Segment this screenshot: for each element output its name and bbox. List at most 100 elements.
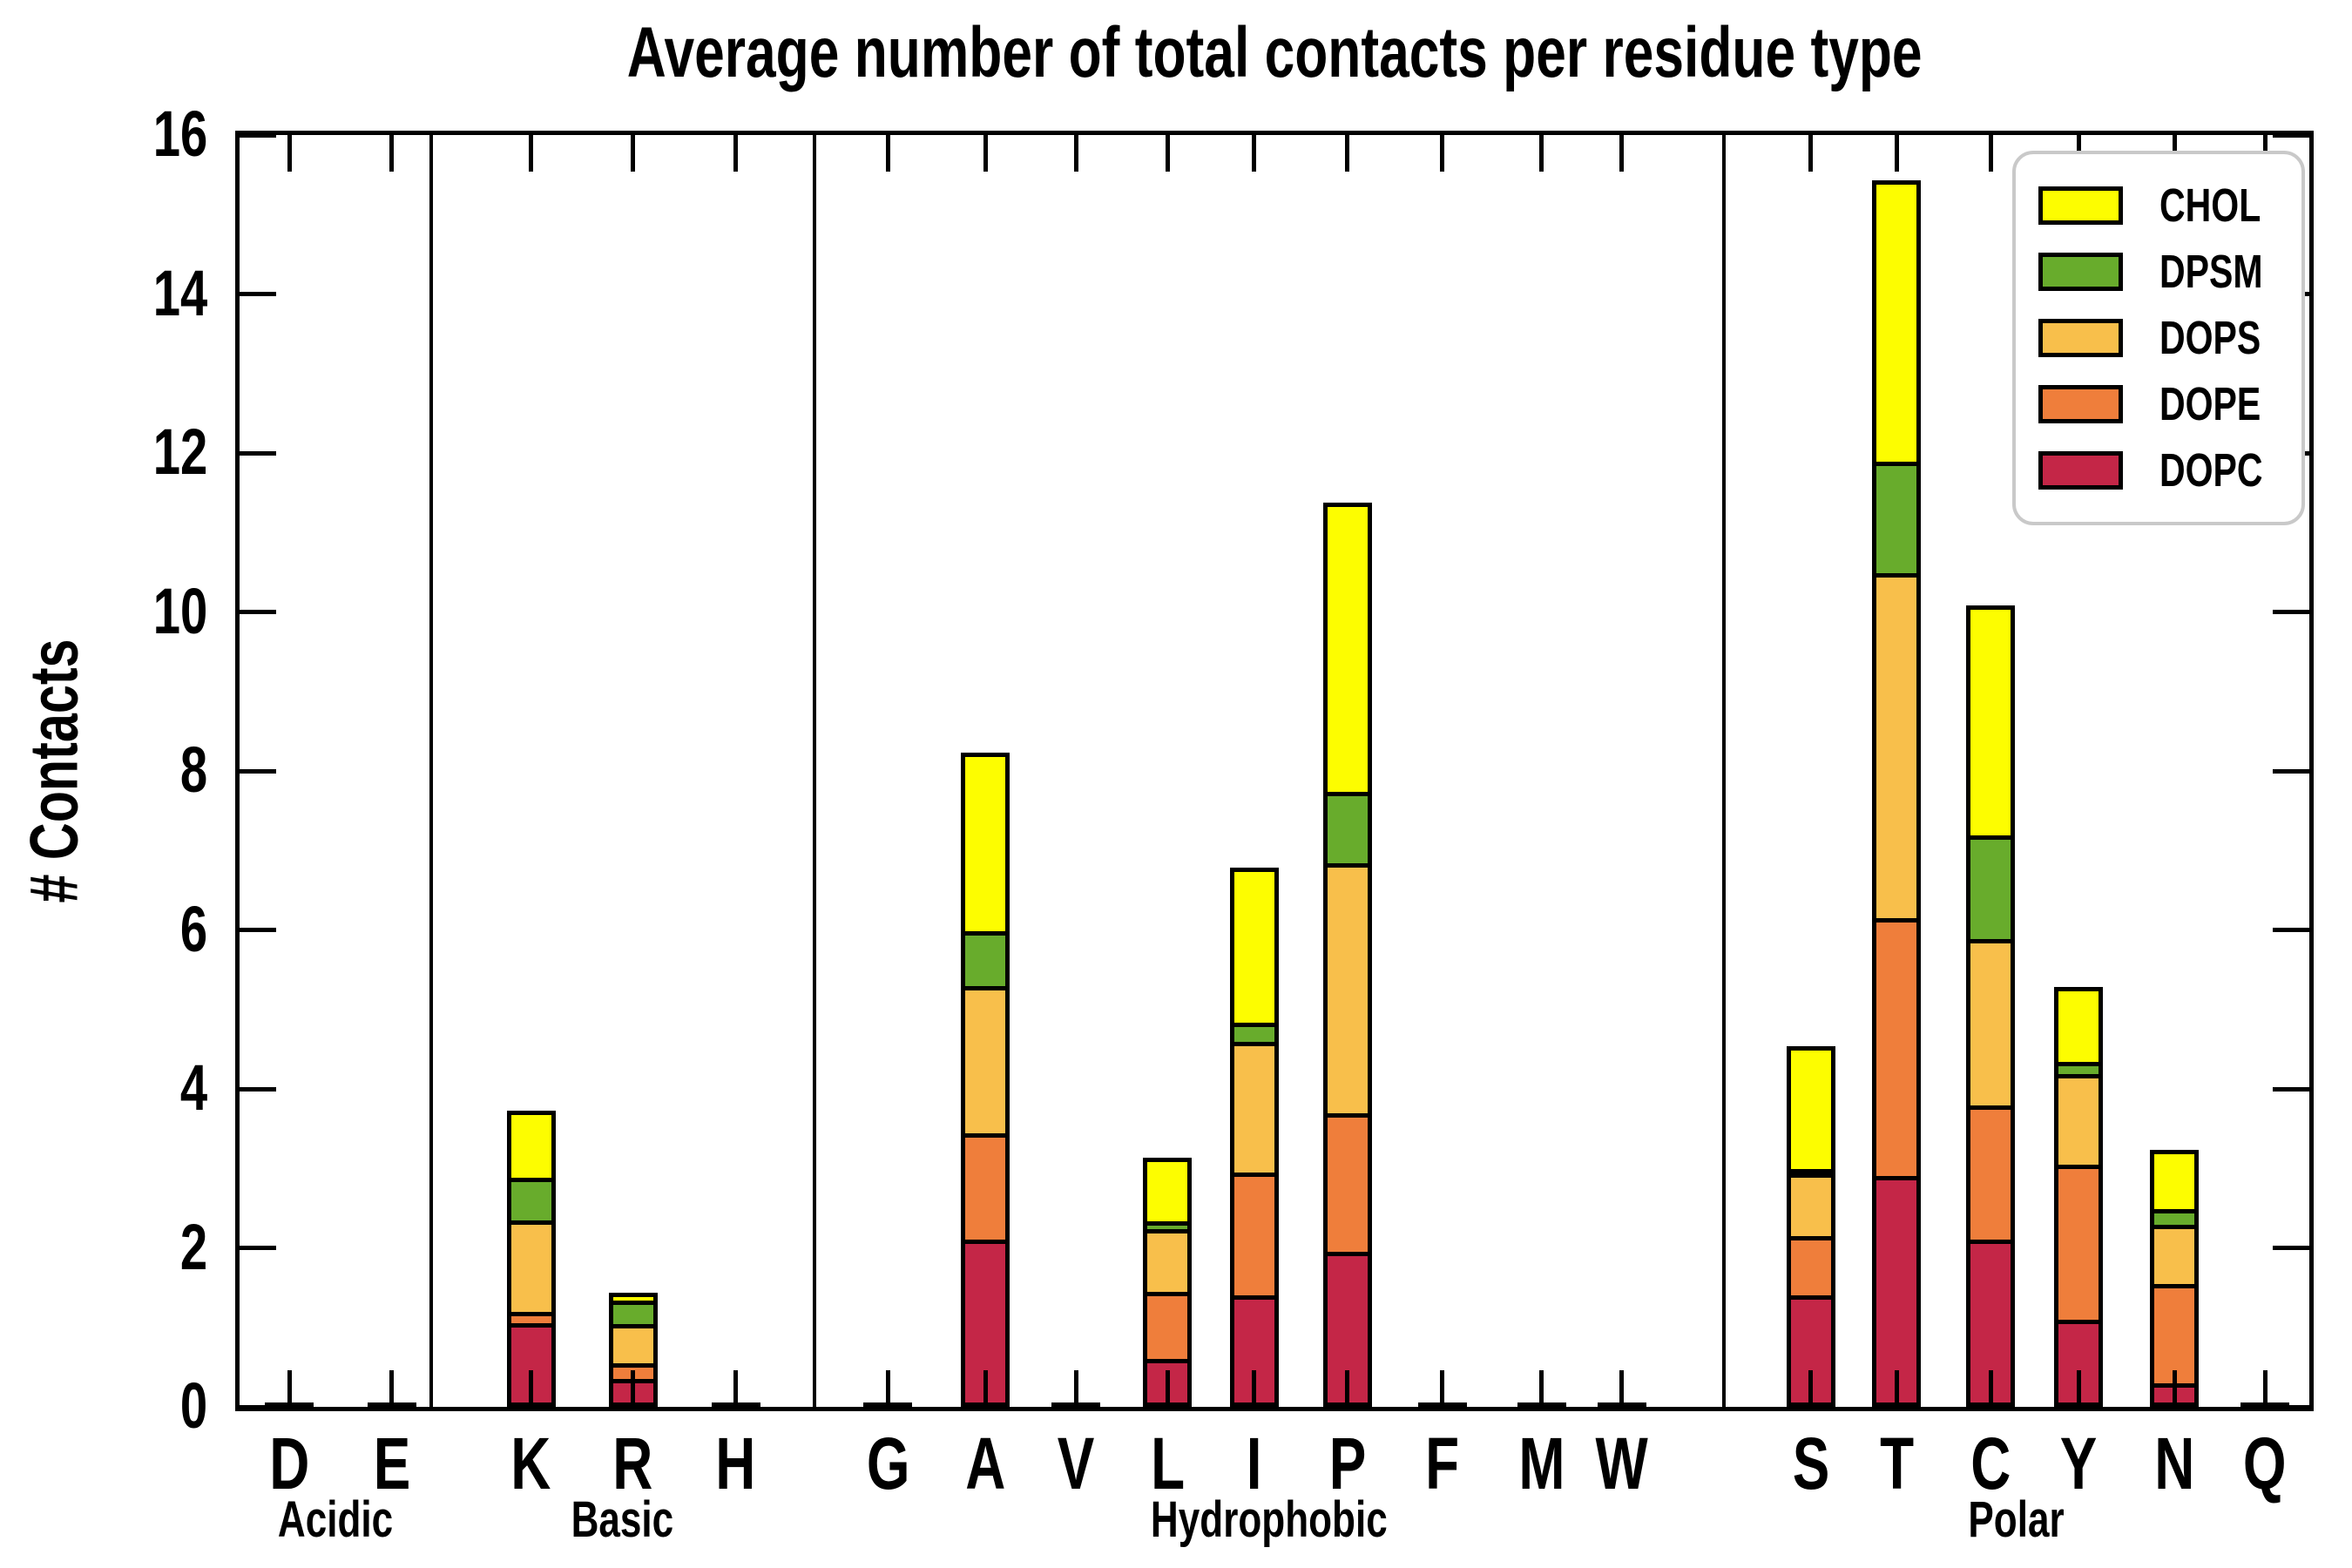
y-tick-right [2273,1086,2309,1092]
y-tick-left [240,768,276,774]
bar-segment-CHOL [1229,868,1279,1027]
x-tick-bottom [529,1370,534,1407]
category-label-P: P [1287,1427,1409,1500]
x-tick-bottom [1988,1370,1993,1407]
category-label-Y: Y [2017,1427,2139,1500]
y-tick-left [240,1404,276,1409]
bar-segment-DOPE [2150,1284,2200,1388]
category-label-text: A [965,1423,1006,1504]
y-tick-label-text: 2 [179,1210,207,1283]
bar-T [1872,179,1922,1407]
y-tick-right [2273,928,2309,932]
x-tick-bottom [1252,1370,1257,1407]
category-label-text: C [1970,1423,2011,1504]
y-tick-label: 14 [0,260,207,325]
x-tick-top [885,135,890,172]
x-tick-bottom [1165,1370,1170,1407]
y-tick-label: 2 [0,1210,207,1283]
group-label-text: Basic [571,1491,674,1548]
legend-label: DPSM [2159,248,2295,295]
legend-label-text: CHOL [2159,179,2261,232]
bar-segment-DOPE [1966,1105,2016,1245]
x-tick-bottom [1808,1370,1814,1407]
legend-row-CHOL: CHOL [2016,182,2301,229]
group-label-basic: Basic [440,1495,806,1545]
y-tick-right [2273,1404,2309,1409]
bar-segment-DOPS [1143,1228,1193,1297]
category-label-K: K [470,1427,592,1500]
x-tick-top [287,135,292,172]
bar-segment-DOPS [2150,1225,2200,1288]
category-label-V: V [1015,1427,1137,1500]
bar-segment-DPSM [1966,835,2016,943]
category-label-text: H [715,1423,756,1504]
legend-row-DOPE: DOPE [2016,381,2301,428]
x-tick-top [983,135,988,172]
y-tick-label-text: 16 [152,98,207,170]
bar-segment-CHOL [1143,1158,1193,1226]
y-tick-label: 6 [0,896,207,961]
legend-row-DOPC: DOPC [2016,447,2301,494]
legend-swatch-DOPC [2038,451,2123,490]
x-tick-top [1252,135,1257,172]
group-label-hydrophobic: Hydrophobic [1086,1495,1452,1545]
bar-segment-DOPE [961,1132,1010,1245]
y-tick-left [240,1246,276,1250]
category-label-A: A [924,1427,1046,1500]
category-label-text: L [1150,1423,1185,1504]
category-label-L: L [1106,1427,1228,1500]
x-tick-top [389,135,395,172]
bar-segment-CHOL [506,1110,556,1182]
y-tick-right [2273,1246,2309,1250]
bar-S [1786,1045,1835,1407]
bar-Y [2054,987,2104,1407]
category-label-text: K [510,1423,551,1504]
y-tick-label-text: 10 [152,574,207,647]
chart-title: Average number of total contacts per res… [235,13,2314,92]
category-label-text: N [2154,1423,2195,1504]
y-tick-right [2273,768,2309,774]
x-tick-top [1539,135,1544,172]
x-tick-bottom [287,1370,292,1407]
y-tick-left [240,132,276,138]
legend-row-DOPS: DOPS [2016,314,2301,362]
x-tick-bottom [885,1370,890,1407]
bar-segment-CHOL [1322,502,1372,797]
x-tick-bottom [2076,1370,2081,1407]
legend-label: DOPS [2159,314,2293,362]
y-tick-right [2273,610,2309,614]
bar-K [506,1110,556,1407]
category-label-N: N [2113,1427,2235,1500]
y-tick-right [2273,132,2309,138]
y-tick-label: 4 [0,1056,207,1120]
legend-label-text: DOPS [2159,312,2261,364]
chart-title-text: Average number of total contacts per res… [626,13,1923,92]
x-tick-top [1808,135,1814,172]
y-tick-label: 10 [0,574,207,647]
legend-swatch-DOPE [2038,385,2123,423]
group-label-text: Acidic [277,1491,394,1548]
group-separator [429,135,433,1407]
bar-A [961,752,1010,1407]
x-tick-bottom [1345,1370,1350,1407]
x-tick-top [1988,135,1993,172]
legend-label: CHOL [2159,182,2293,229]
category-label-G: G [827,1427,949,1500]
bar-segment-CHOL [961,752,1010,936]
bar-segment-DPSM [506,1177,556,1226]
x-tick-top [1619,135,1625,172]
bar-segment-DOPE [1229,1173,1279,1301]
x-tick-top [1073,135,1078,172]
bar-C [1966,605,2016,1407]
category-label-text: T [1879,1423,1914,1504]
category-label-D: D [228,1427,350,1500]
x-tick-bottom [631,1370,636,1407]
x-tick-bottom [1440,1370,1445,1407]
category-label-W: W [1561,1427,1683,1500]
bar-segment-DOPS [1966,938,2016,1110]
y-tick-label: 8 [0,738,207,802]
plot-inner [240,132,2309,1409]
category-label-text: E [373,1423,411,1504]
bar-segment-DOPS [608,1324,658,1369]
